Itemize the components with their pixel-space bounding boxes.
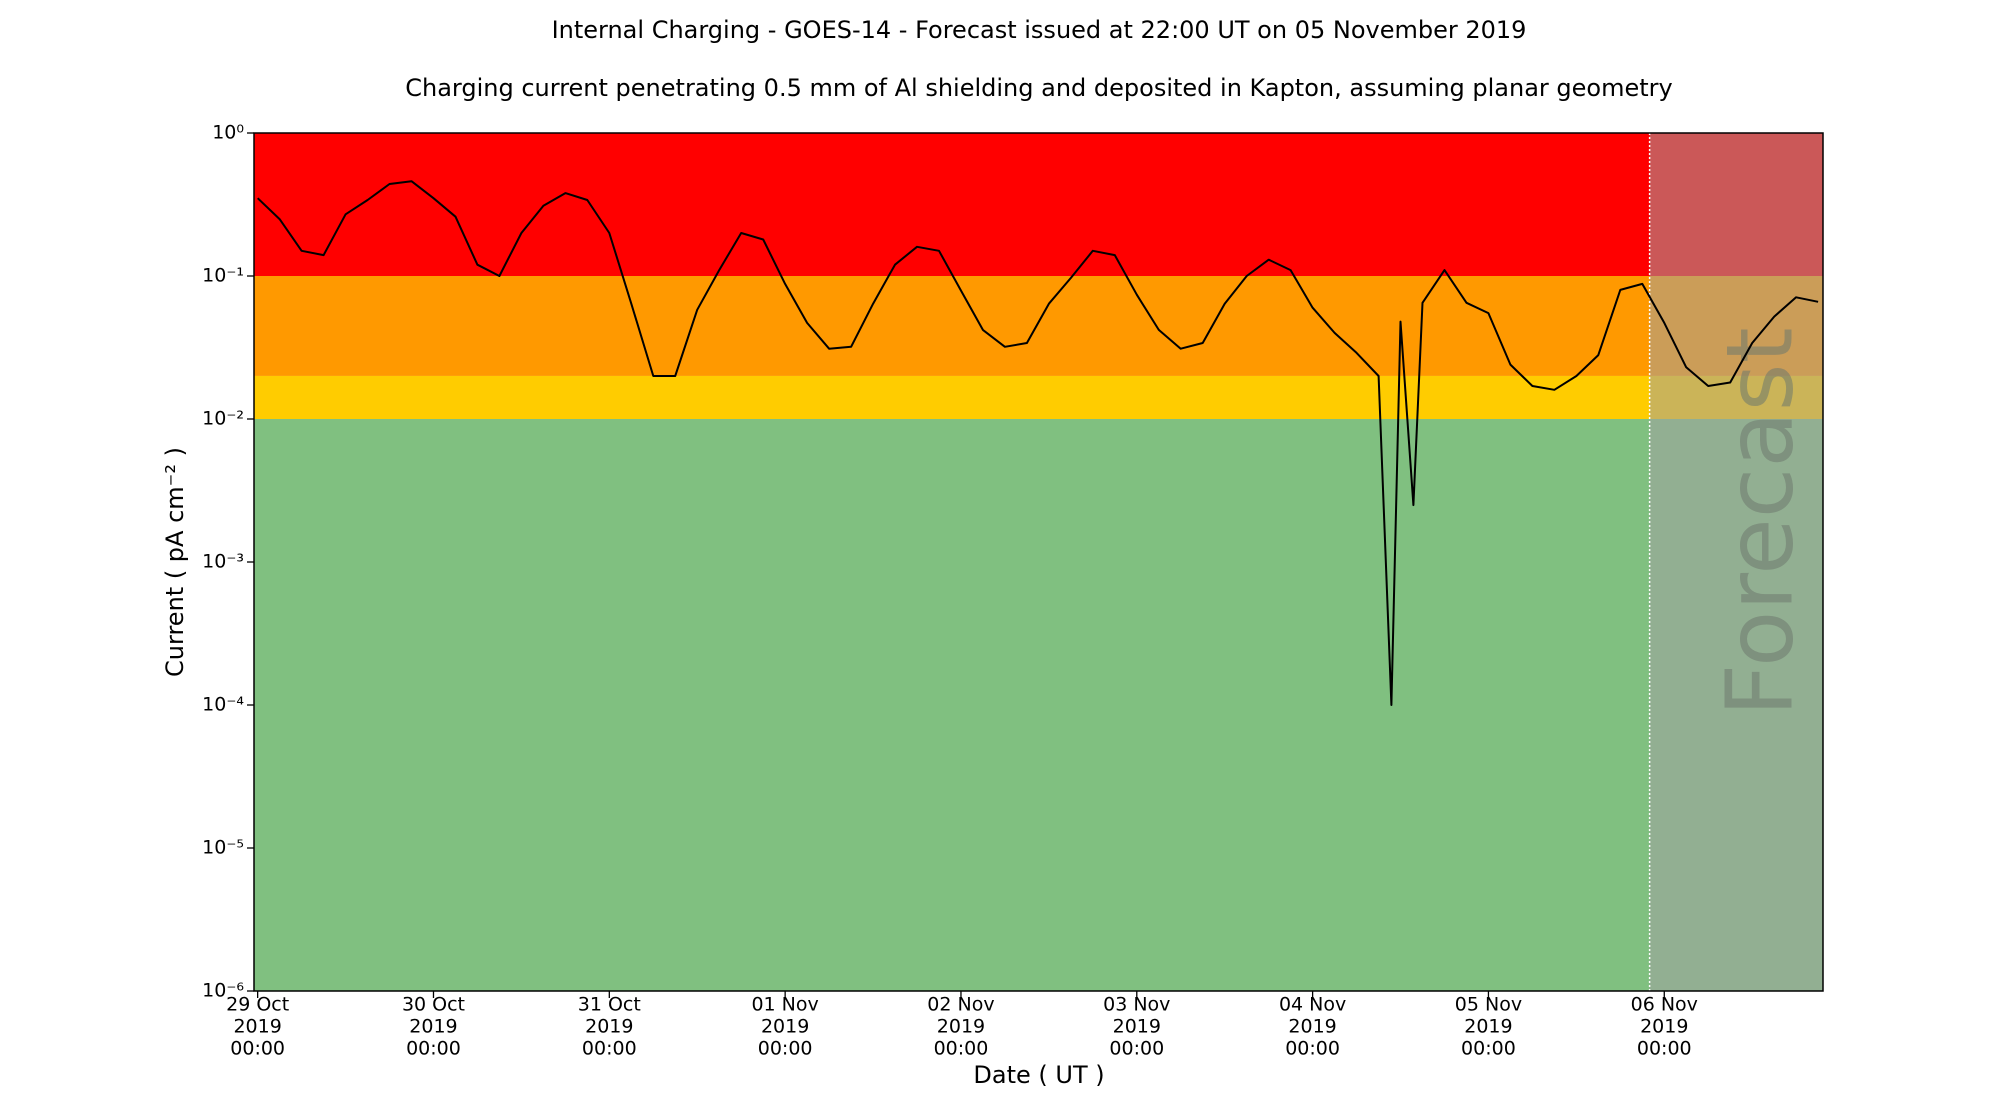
x-tick-label: 2019 bbox=[1288, 1016, 1336, 1038]
x-tick-label: 00:00 bbox=[582, 1038, 637, 1060]
data-line bbox=[257, 180, 1819, 706]
x-tick-label: 00:00 bbox=[1109, 1038, 1164, 1060]
x-tick-label: 00:00 bbox=[1637, 1038, 1692, 1060]
x-tick-label: 00:00 bbox=[1285, 1038, 1340, 1060]
y-tick-label: 10⁻³ bbox=[202, 551, 244, 573]
forecast-label: Forecast bbox=[1707, 327, 1814, 716]
risk-band bbox=[254, 375, 1823, 419]
x-tick-label: 05 Nov bbox=[1455, 994, 1522, 1016]
x-axis-label: Date ( UT ) bbox=[973, 1061, 1104, 1089]
x-tick-label: 31 Oct bbox=[578, 994, 641, 1016]
x-tick-label: 30 Oct bbox=[402, 994, 465, 1016]
x-tick-label: 00:00 bbox=[230, 1038, 285, 1060]
chart-title: Internal Charging - GOES-14 - Forecast i… bbox=[552, 16, 1527, 44]
y-axis-label: Current ( pA cm⁻² ) bbox=[161, 447, 189, 677]
x-tick-label: 04 Nov bbox=[1279, 994, 1346, 1016]
y-tick-label: 10⁻⁴ bbox=[202, 694, 244, 716]
x-tick-label: 2019 bbox=[937, 1016, 985, 1038]
x-tick-label: 00:00 bbox=[406, 1038, 461, 1060]
risk-band bbox=[254, 419, 1823, 991]
x-tick-label: 00:00 bbox=[758, 1038, 813, 1060]
x-tick-label: 2019 bbox=[761, 1016, 809, 1038]
x-tick-label: 2019 bbox=[1464, 1016, 1512, 1038]
y-tick-label: 10⁻² bbox=[202, 408, 244, 430]
y-tick-label: 10⁻⁶ bbox=[202, 980, 244, 1002]
x-tick-label: 06 Nov bbox=[1631, 994, 1698, 1016]
y-tick-label: 10⁰ bbox=[212, 122, 244, 144]
x-tick-label: 2019 bbox=[585, 1016, 633, 1038]
x-tick-label: 03 Nov bbox=[1103, 994, 1170, 1016]
x-tick-label: 00:00 bbox=[934, 1038, 989, 1060]
x-tick-label: 00:00 bbox=[1461, 1038, 1516, 1060]
x-tick-label: 02 Nov bbox=[927, 994, 994, 1016]
chart-subtitle: Charging current penetrating 0.5 mm of A… bbox=[405, 74, 1673, 102]
x-tick-label: 2019 bbox=[233, 1016, 281, 1038]
x-tick-label: 01 Nov bbox=[751, 994, 818, 1016]
risk-band bbox=[254, 276, 1823, 376]
forecast-region bbox=[1649, 133, 1823, 991]
risk-band bbox=[254, 133, 1823, 276]
x-tick-label: 2019 bbox=[1640, 1016, 1688, 1038]
x-tick-label: 2019 bbox=[1113, 1016, 1161, 1038]
y-tick-label: 10⁻¹ bbox=[202, 265, 244, 287]
x-tick-label: 2019 bbox=[409, 1016, 457, 1038]
y-tick-label: 10⁻⁵ bbox=[202, 837, 244, 859]
x-tick-label: 29 Oct bbox=[226, 994, 289, 1016]
